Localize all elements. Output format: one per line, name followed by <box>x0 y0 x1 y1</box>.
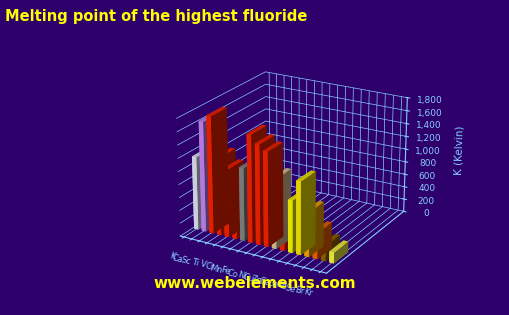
Text: www.webelements.com: www.webelements.com <box>153 276 356 291</box>
Text: Melting point of the highest fluoride: Melting point of the highest fluoride <box>5 9 307 25</box>
